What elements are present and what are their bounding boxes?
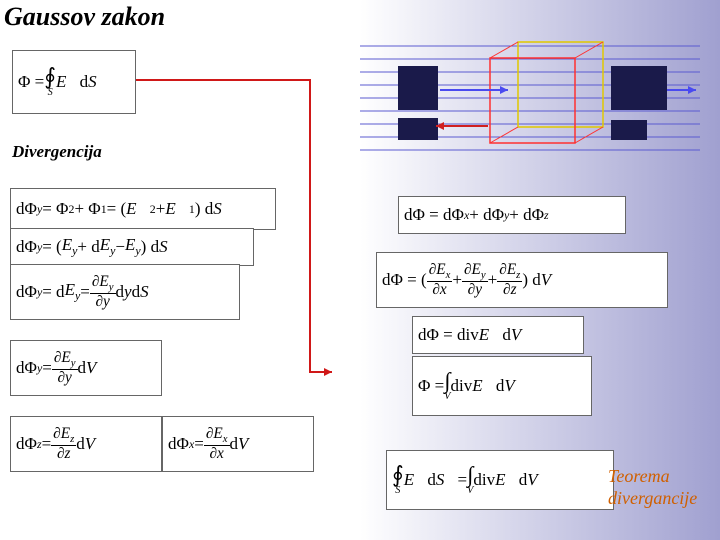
formula-r2: dΦ = (∂Ex∂x + ∂Ey∂y + ∂Ez∂z) dV bbox=[376, 252, 668, 308]
formula-f3: dΦy = dEy = ∂Ey∂y dy dS bbox=[10, 264, 240, 320]
formula-f1: dΦy = Φ2 + Φ1 = (E⃗2 + E⃗1) dS⃗ bbox=[10, 188, 276, 230]
formula-f6: dΦx = ∂Ex∂x dV bbox=[162, 416, 314, 472]
page-title: Gaussov zakon bbox=[4, 2, 165, 32]
label-teorema-divergancije: Teorema divergancije bbox=[608, 466, 697, 509]
formula-r3: dΦ = div E⃗ dV bbox=[412, 316, 584, 354]
formula-f4: dΦy = ∂Ey∂y dV bbox=[10, 340, 162, 396]
formula-f5: dΦz = ∂Ez∂z dV bbox=[10, 416, 162, 472]
teorema-line2: divergancije bbox=[608, 488, 697, 508]
subtitle-divergencija: Divergencija bbox=[12, 142, 102, 162]
formula-f2: dΦy = (Ey + dEy − Ey) dS bbox=[10, 228, 254, 266]
formula-r4: Φ = ∫V div E⃗ dV bbox=[412, 356, 592, 416]
formula-r5: ∮S E⃗ dS⃗ = ∫V div E⃗ dV bbox=[386, 450, 614, 510]
formula-f_gauss: Φ = ∮S E⃗ dS⃗ bbox=[12, 50, 136, 114]
formula-r1: dΦ = dΦx + dΦy + dΦz bbox=[398, 196, 626, 234]
teorema-line1: Teorema bbox=[608, 466, 670, 486]
cube-field-diagram bbox=[360, 40, 700, 170]
